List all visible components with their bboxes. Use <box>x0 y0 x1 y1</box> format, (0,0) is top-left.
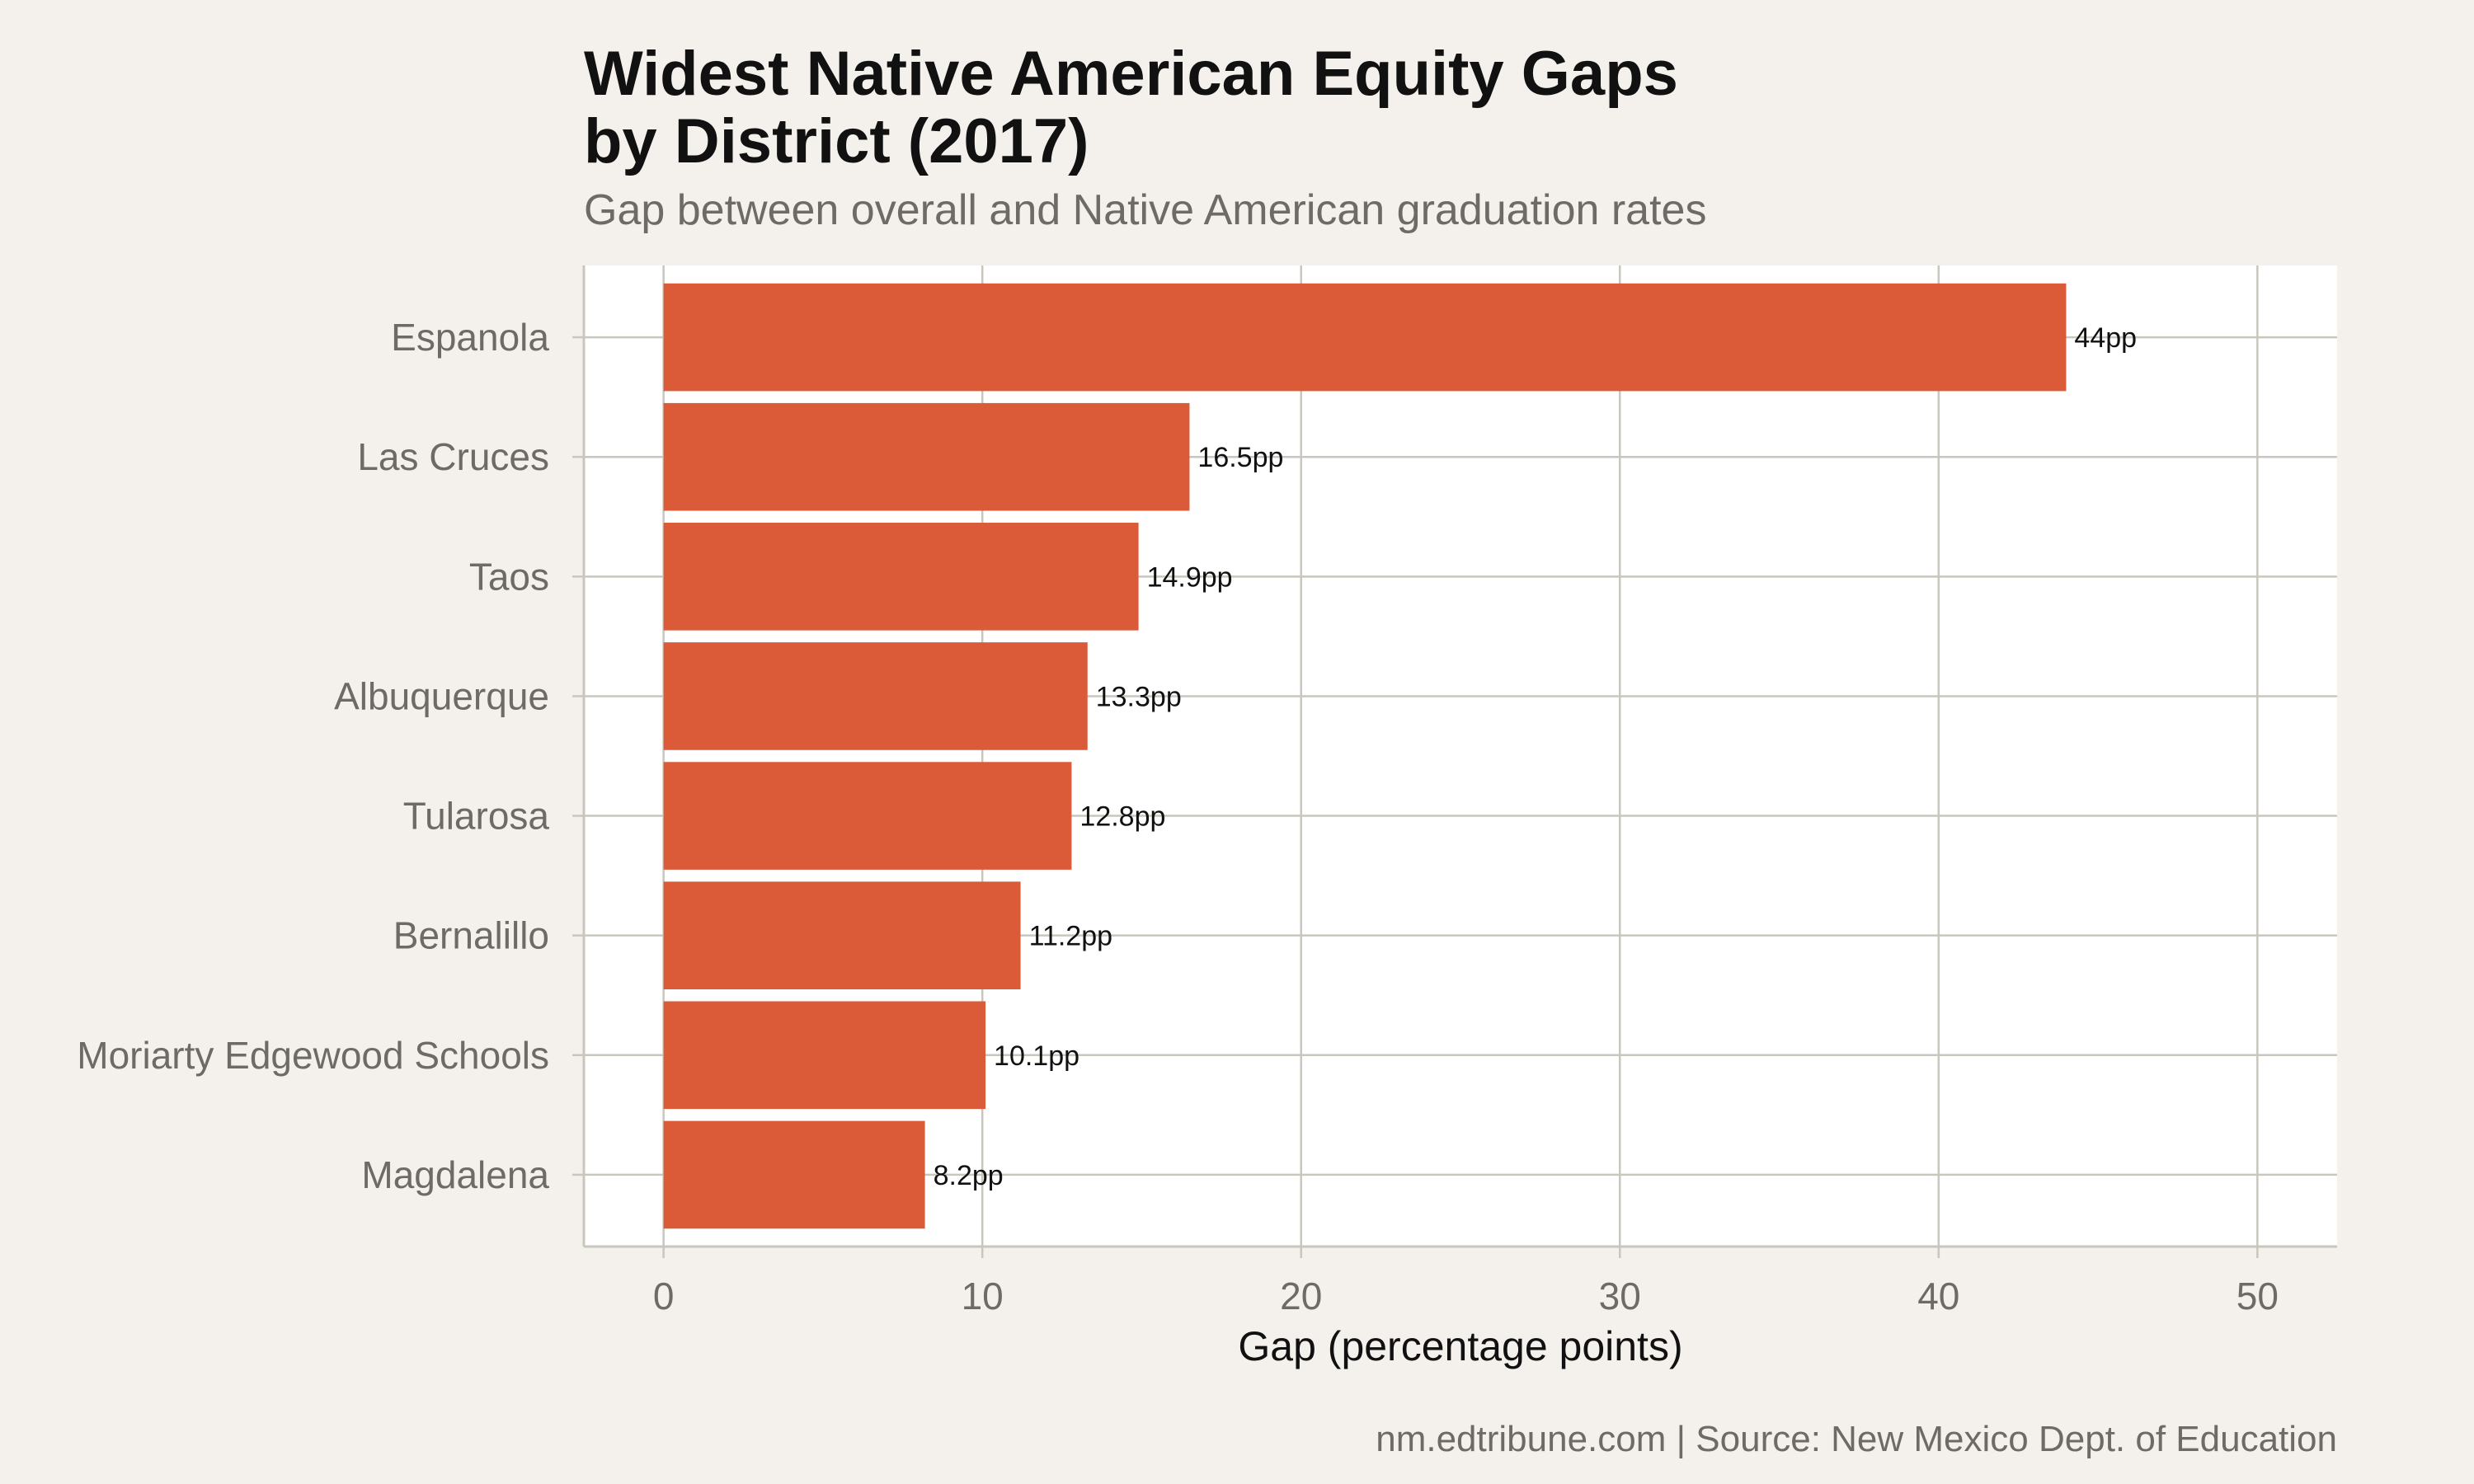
x-tick-label: 30 <box>1599 1275 1641 1317</box>
category-label: Taos <box>469 555 549 598</box>
category-label: Las Cruces <box>357 435 549 478</box>
x-tick-label: 20 <box>1280 1275 1322 1317</box>
category-labels: Espanola Las Cruces Taos Albuquerque Tularos… <box>77 316 549 1196</box>
x-tick-label: 50 <box>2236 1275 2279 1317</box>
data-label: 8.2pp <box>934 1160 1004 1191</box>
x-axis-title: Gap (percentage points) <box>1238 1323 1682 1369</box>
bar <box>663 762 1072 870</box>
data-label: 13.3pp <box>1096 681 1182 712</box>
data-label: 44pp <box>2074 322 2137 354</box>
chart-subtitle: Gap between overall and Native American … <box>584 186 1706 234</box>
category-label: Magdalena <box>361 1153 549 1196</box>
data-label: 11.2pp <box>1029 921 1112 952</box>
x-tick-labels: 0 10 20 30 40 50 <box>653 1275 2279 1317</box>
data-label: 16.5pp <box>1197 442 1283 473</box>
category-label: Espanola <box>391 316 549 359</box>
x-tick-label: 0 <box>653 1275 675 1317</box>
category-label: Moriarty Edgewood Schools <box>77 1034 549 1077</box>
chart-caption: nm.edtribune.com | Source: New Mexico De… <box>1376 1419 2337 1459</box>
x-tick-label: 40 <box>1917 1275 1959 1317</box>
category-label: Bernalillo <box>393 914 549 957</box>
x-tick-label: 10 <box>962 1275 1004 1317</box>
data-label: 10.1pp <box>994 1040 1079 1072</box>
data-label: 14.9pp <box>1147 561 1233 593</box>
bar <box>663 523 1139 631</box>
bar <box>663 1120 925 1229</box>
bar <box>663 283 2067 392</box>
bars <box>663 283 2067 1229</box>
data-labels: 44pp 16.5pp 14.9pp 13.3pp 12.8pp 11.2pp 10.1pp… <box>934 322 2137 1191</box>
chart-title: Widest Native American Equity Gaps by Di… <box>584 39 1696 176</box>
bar <box>663 642 1088 750</box>
chart-title-line-1: Widest Native American Equity Gaps <box>584 39 1678 109</box>
bar <box>663 1001 986 1110</box>
chart-title-line-2: by District (2017) <box>584 106 1089 176</box>
bar <box>663 881 1021 989</box>
category-label: Tularosa <box>403 795 550 838</box>
bar <box>663 402 1190 511</box>
category-label: Albuquerque <box>334 674 549 717</box>
data-label: 12.8pp <box>1079 801 1165 833</box>
